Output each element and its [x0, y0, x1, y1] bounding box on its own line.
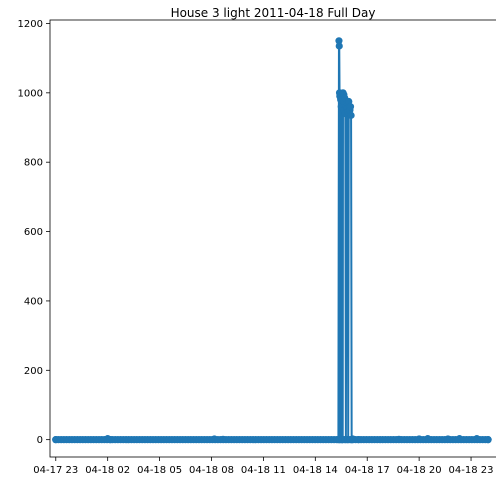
series-line-0 [55, 40, 489, 441]
x-axis: 04-17 23 04-18 02 04-18 05 04-18 08 04-18 11… [33, 457, 494, 476]
y-tick-label-3: 600 [24, 227, 43, 238]
x-tick-label-2: 04-18 05 [137, 465, 182, 476]
baseline-point [484, 436, 492, 444]
x-tick-label-0: 04-17 23 [33, 465, 78, 476]
x-tick-label-3: 04-18 08 [189, 465, 234, 476]
x-tick-label-4: 04-18 11 [241, 465, 286, 476]
y-axis: 0 200 400 600 800 1000 1200 [18, 19, 50, 446]
x-tick-label-5: 04-18 14 [293, 465, 338, 476]
series-layer [52, 37, 492, 444]
y-tick-label-4: 800 [24, 158, 43, 169]
x-tick-label-7: 04-18 20 [397, 465, 442, 476]
plot-frame [49, 19, 496, 458]
data-point [347, 111, 355, 119]
x-tick-label-8: 04-18 23 [449, 465, 494, 476]
data-point [346, 103, 355, 111]
data-point [335, 37, 343, 45]
y-tick-label-5: 1000 [18, 88, 43, 99]
y-tick-label-2: 400 [24, 296, 43, 307]
y-tick-label-1: 200 [24, 366, 43, 377]
y-tick-label-6: 1200 [18, 19, 43, 30]
x-tick-label-1: 04-18 02 [85, 465, 130, 476]
data-point [335, 42, 343, 50]
x-tick-label-6: 04-18 17 [345, 465, 390, 476]
y-tick-label-0: 0 [37, 435, 43, 446]
chart-title: House 3 light 2011-04-18 Full Day [171, 6, 376, 20]
